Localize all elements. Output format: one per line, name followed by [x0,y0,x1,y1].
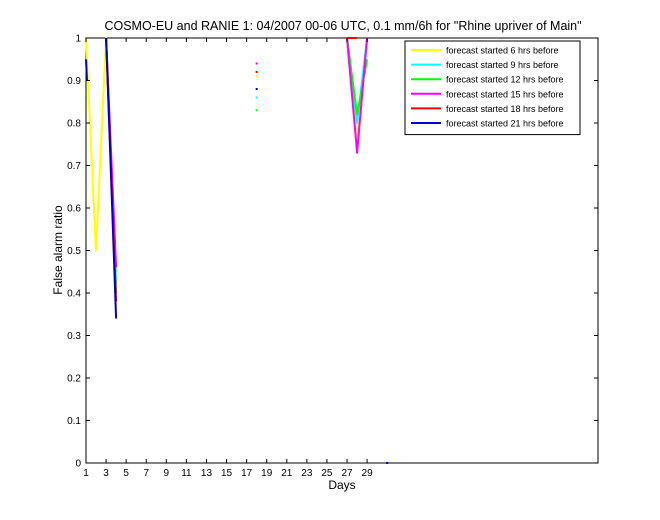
x-tick-label: 7 [143,468,149,479]
y-tick-label: 0.7 [67,161,81,172]
x-tick-label: 17 [241,468,253,479]
x-tick-label: 11 [181,468,192,479]
legend-item: forecast started 12 hrs before [411,75,564,85]
x-tick-label: 1 [83,468,89,479]
data-point [255,75,258,78]
series-layer [85,37,389,464]
x-tick-label: 21 [281,468,293,479]
legend-label: forecast started 21 hrs before [446,119,564,129]
axis-ticks: 1 3 5 7 9 11 13 15 17 19 21 23 25 27 2900.10.20.30.40.… [67,34,598,479]
legend-box [404,40,581,136]
series-6 [85,37,389,464]
x-tick-label: 19 [261,468,273,479]
legend: forecast started 6 hrs before forecast st… [404,40,581,136]
series-line [346,37,369,154]
y-tick-label: 0.4 [67,289,81,300]
legend-label: forecast started 6 hrs before [446,46,559,56]
legend-item: forecast started 18 hrs before [411,104,564,114]
y-axis-label: False alarm ratio [51,205,65,295]
legend-item: forecast started 21 hrs before [411,119,564,129]
x-tick-label: 13 [201,468,213,479]
y-tick-label: 0.2 [67,374,81,385]
series-line [85,59,88,81]
data-point [386,462,389,464]
data-point [255,62,258,65]
y-tick-label: 0.6 [67,204,81,215]
data-point [255,109,258,112]
x-tick-label: 9 [164,468,170,479]
x-tick-label: 25 [321,468,333,479]
y-tick-label: 0.1 [67,416,81,427]
x-tick-label: 3 [103,468,109,479]
legend-item: forecast started 6 hrs before [411,46,559,56]
data-point [255,88,258,90]
data-point [255,96,258,99]
series-line [105,37,118,319]
legend-item: forecast started 9 hrs before [411,60,559,70]
y-tick-label: 1 [75,34,81,45]
x-tick-label: 15 [221,468,233,479]
y-tick-label: 0.8 [67,119,81,130]
legend-label: forecast started 15 hrs before [446,89,564,99]
x-axis-label: Days [328,478,355,492]
y-tick-label: 0 [75,459,81,470]
data-point [255,71,258,73]
x-tick-label: 5 [123,468,129,479]
x-tick-label: 29 [362,468,374,479]
x-tick-label: 27 [341,468,353,479]
y-tick-label: 0.5 [67,246,81,257]
y-tick-label: 0.9 [67,76,81,87]
x-tick-label: 23 [301,468,313,479]
y-tick-label: 0.3 [67,331,81,342]
legend-label: forecast started 18 hrs before [446,104,564,114]
legend-label: forecast started 12 hrs before [446,75,564,85]
chart-title: COSMO-EU and RANIE 1: 04/2007 00-06 UTC,… [104,19,581,33]
legend-item: forecast started 15 hrs before [411,89,564,99]
legend-label: forecast started 9 hrs before [446,60,559,70]
